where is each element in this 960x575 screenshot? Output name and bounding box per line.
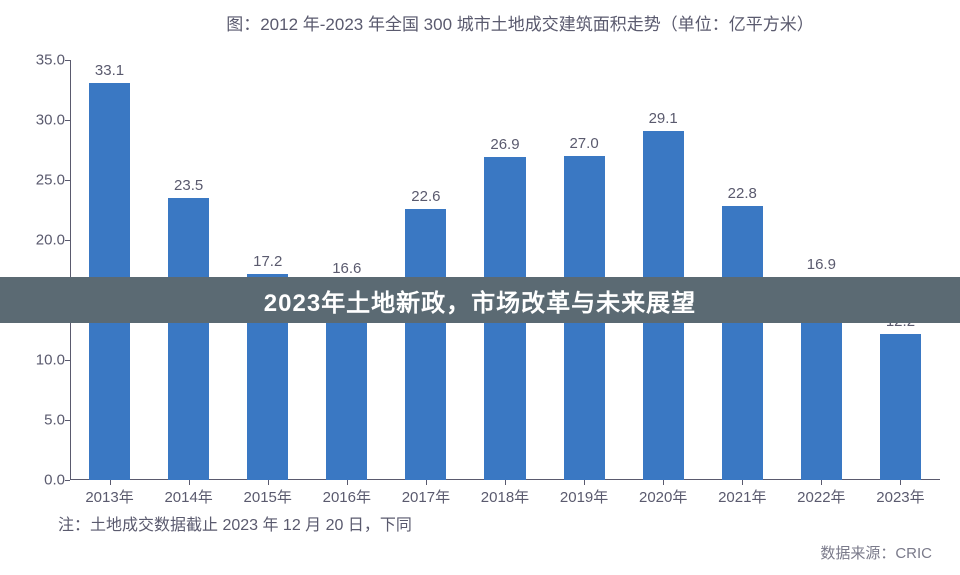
bar: 33.12013年 bbox=[89, 62, 130, 480]
x-tick-mark bbox=[742, 480, 743, 485]
x-tick-label: 2016年 bbox=[323, 486, 371, 507]
x-tick-mark bbox=[584, 480, 585, 485]
y-tick-label: 10.0 bbox=[20, 352, 65, 369]
x-tick-mark bbox=[268, 480, 269, 485]
x-tick-label: 2014年 bbox=[164, 486, 212, 507]
x-tick-label: 2022年 bbox=[797, 486, 845, 507]
bar: 22.82021年 bbox=[722, 185, 763, 480]
bar-rect bbox=[722, 206, 763, 480]
bar: 12.22023年 bbox=[880, 313, 921, 480]
y-tick-label: 35.0 bbox=[20, 52, 65, 69]
x-tick-mark bbox=[426, 480, 427, 485]
x-tick-mark bbox=[189, 480, 190, 485]
y-tick-label: 5.0 bbox=[20, 412, 65, 429]
x-tick-label: 2015年 bbox=[244, 486, 292, 507]
bar-value-label: 22.6 bbox=[411, 188, 440, 205]
bar-value-label: 29.1 bbox=[649, 110, 678, 127]
x-tick-mark bbox=[900, 480, 901, 485]
x-tick-label: 2021年 bbox=[718, 486, 766, 507]
footnote: 注：土地成交数据截止 2023 年 12 月 20 日，下同 bbox=[58, 511, 412, 535]
bar-value-label: 27.0 bbox=[569, 135, 598, 152]
bar-value-label: 22.8 bbox=[728, 185, 757, 202]
bar-value-label: 16.6 bbox=[332, 260, 361, 277]
y-tick-label: 20.0 bbox=[20, 232, 65, 249]
x-tick-mark bbox=[663, 480, 664, 485]
x-tick-mark bbox=[110, 480, 111, 485]
data-source: 数据来源：CRIC bbox=[820, 542, 932, 563]
bar: 23.52014年 bbox=[168, 177, 209, 480]
chart-title: 图：2012 年-2023 年全国 300 城市土地成交建筑面积走势（单位：亿平… bbox=[0, 10, 960, 35]
bars-container: 33.12013年23.52014年17.22015年16.62016年22.6… bbox=[70, 60, 940, 480]
bar-value-label: 23.5 bbox=[174, 177, 203, 194]
bar: 22.62017年 bbox=[405, 188, 446, 480]
x-tick-mark bbox=[505, 480, 506, 485]
x-tick-label: 2013年 bbox=[85, 486, 133, 507]
overlay-text: 2023年土地新政，市场改革与未来展望 bbox=[264, 283, 696, 318]
y-tick-mark bbox=[65, 480, 70, 481]
bar-value-label: 33.1 bbox=[95, 62, 124, 79]
y-tick-label: 30.0 bbox=[20, 112, 65, 129]
bar-rect bbox=[405, 209, 446, 480]
x-tick-label: 2019年 bbox=[560, 486, 608, 507]
y-tick-label: 25.0 bbox=[20, 172, 65, 189]
x-tick-label: 2018年 bbox=[481, 486, 529, 507]
x-tick-label: 2023年 bbox=[876, 486, 924, 507]
x-tick-mark bbox=[821, 480, 822, 485]
x-tick-label: 2017年 bbox=[402, 486, 450, 507]
bar-value-label: 17.2 bbox=[253, 253, 282, 270]
plot-area: 0.05.010.015.020.025.030.035.0 33.12013年… bbox=[70, 60, 940, 480]
bar-value-label: 16.9 bbox=[807, 256, 836, 273]
y-tick-label: 0.0 bbox=[20, 472, 65, 489]
overlay-band: 2023年土地新政，市场改革与未来展望 bbox=[0, 277, 960, 323]
bar-value-label: 26.9 bbox=[490, 136, 519, 153]
x-tick-label: 2020年 bbox=[639, 486, 687, 507]
x-tick-mark bbox=[347, 480, 348, 485]
bar-rect bbox=[880, 334, 921, 480]
bar-rect bbox=[168, 198, 209, 480]
